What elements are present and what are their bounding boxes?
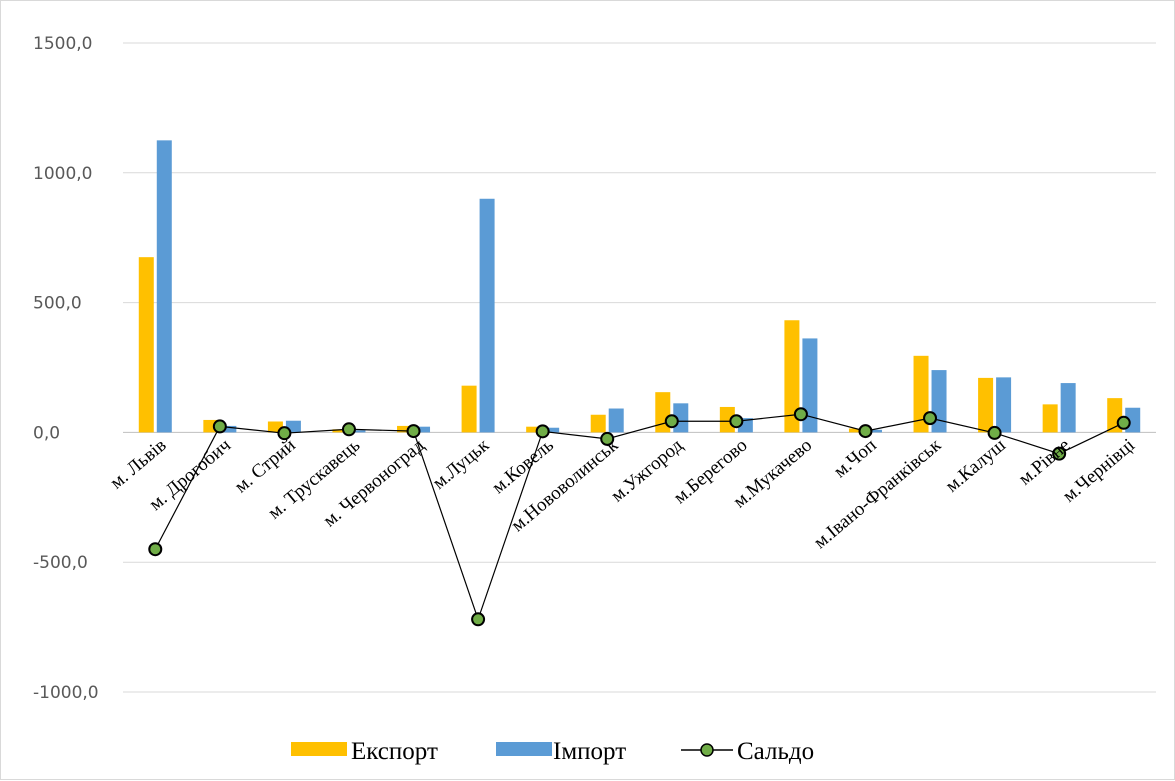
legend: Експорт Імпорт Сальдо	[291, 738, 814, 765]
y-tick-label: 1500,0	[33, 34, 92, 54]
saldo-point	[1116, 415, 1131, 430]
saldo-point	[1052, 446, 1067, 461]
bar-export	[978, 377, 994, 433]
bar-import	[350, 430, 366, 433]
saldo-point	[277, 426, 292, 441]
legend-label-saldo: Сальдо	[737, 738, 814, 765]
bar-import	[221, 425, 237, 433]
bar-import	[866, 429, 882, 433]
bar-import	[608, 408, 624, 433]
bar-export	[397, 425, 413, 433]
legend-marker-saldo	[700, 743, 714, 757]
gridlines	[123, 42, 1156, 693]
bar-export	[461, 385, 477, 433]
saldo-point	[212, 419, 227, 434]
x-tick-label: м.Калуш	[942, 435, 1010, 497]
bar-import	[156, 140, 172, 433]
bar-export	[848, 428, 864, 433]
bar-export	[332, 429, 348, 433]
saldo-point	[535, 424, 550, 439]
bar-import	[285, 420, 301, 433]
y-tick-label: 500,0	[33, 294, 82, 314]
y-tick-label: 1000,0	[33, 164, 92, 184]
y-tick-label: 0,0	[33, 423, 60, 443]
x-tick-label: м.Луцьк	[429, 434, 494, 493]
y-tick-label: -1000,0	[33, 683, 99, 703]
saldo-point	[341, 422, 356, 437]
saldo-point	[148, 542, 163, 557]
bar-import	[544, 427, 560, 433]
saldo-point	[729, 414, 744, 429]
legend-swatch-export	[291, 742, 347, 756]
saldo-line-path	[154, 413, 1124, 622]
legend-label-import: Імпорт	[553, 738, 626, 765]
saldo-point	[406, 424, 421, 439]
bar-export	[719, 406, 735, 433]
saldo-point	[793, 407, 808, 422]
legend-swatch-import	[496, 742, 552, 756]
saldo-point	[858, 424, 873, 439]
bar-export	[267, 421, 283, 433]
legend-label-export: Експорт	[351, 738, 438, 765]
bar-export	[913, 355, 929, 433]
bar-import	[802, 338, 818, 433]
x-tick-label: м.Рівне	[1015, 435, 1075, 490]
y-axis-ticks: 1500,0 1000,0 500,0 0,0 -500,0 -1000,0	[33, 34, 99, 703]
bar-export	[1042, 404, 1058, 433]
bar-export	[138, 257, 154, 433]
bar-export	[526, 426, 542, 433]
x-tick-label: м.Чоп	[830, 435, 881, 482]
bar-import	[996, 377, 1012, 433]
saldo-point	[600, 431, 615, 446]
bar-import	[415, 426, 431, 433]
saldo-line	[148, 407, 1131, 627]
saldo-point	[987, 425, 1002, 440]
bar-import	[479, 198, 495, 433]
bar-export	[784, 320, 800, 433]
x-tick-label: м.Чернівці	[1059, 435, 1139, 507]
y-tick-label: -500,0	[33, 553, 88, 573]
bar-import	[1060, 383, 1076, 433]
saldo-point	[471, 612, 486, 627]
saldo-point	[664, 414, 679, 429]
saldo-point	[923, 411, 938, 426]
bars	[138, 140, 1141, 433]
bar-export	[590, 414, 606, 433]
